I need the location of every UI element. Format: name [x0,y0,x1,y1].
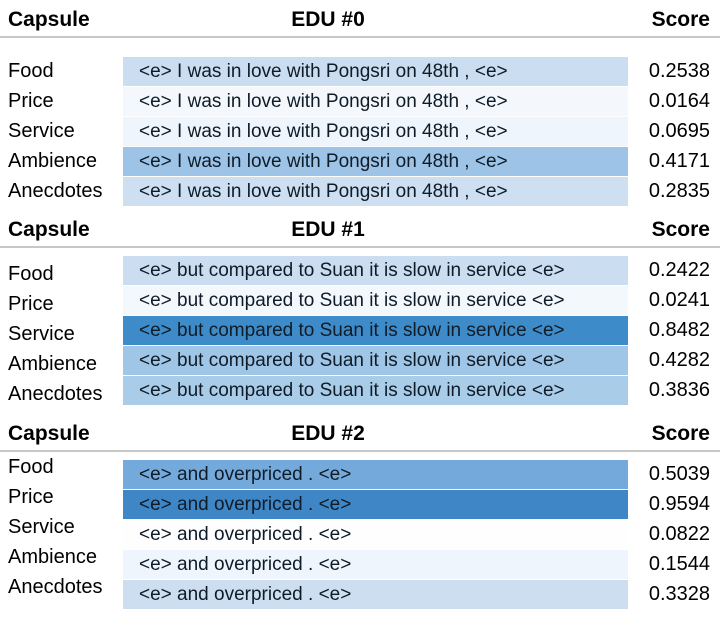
edu-section-0: Capsule EDU #0 Score Food <e> I was in l… [0,6,720,206]
table-row: Anecdotes <e> and overpriced . <e> 0.332… [0,576,720,609]
edu-text-highlight: <e> and overpriced . <e> [123,580,628,609]
table-row: Service <e> but compared to Suan it is s… [0,316,720,345]
capsule-label: Price [8,486,54,508]
edu-text-highlight: <e> and overpriced . <e> [123,550,628,579]
capsule-label: Ambience [8,150,97,172]
score-value: 0.0164 [648,90,710,112]
score-value: 0.5039 [648,463,710,485]
section-rows: Food <e> I was in love with Pongsri on 4… [0,57,720,206]
capsule-label: Food [8,263,54,285]
capsule-label: Anecdotes [8,383,103,405]
score-value: 0.0695 [648,120,710,142]
edu-text-highlight: <e> but compared to Suan it is slow in s… [123,256,628,285]
capsule-label: Food [8,60,54,82]
section-rows: Food <e> but compared to Suan it is slow… [0,256,720,405]
capsule-label: Anecdotes [8,180,103,202]
edu-text-highlight: <e> but compared to Suan it is slow in s… [123,316,628,345]
section-header: Capsule EDU #1 Score [0,216,720,244]
capsule-label: Food [8,456,54,478]
table-row: Ambience <e> but compared to Suan it is … [0,346,720,375]
capsule-label: Service [8,323,75,345]
capsule-label: Ambience [8,546,97,568]
section-header: Capsule EDU #2 Score [0,420,720,448]
table-row: Ambience <e> and overpriced . <e> 0.1544 [0,546,720,579]
capsule-label: Ambience [8,353,97,375]
score-value: 0.8482 [648,319,710,341]
edu-text-highlight: <e> and overpriced . <e> [123,520,628,549]
header-divider [0,450,720,452]
table-row: Service <e> and overpriced . <e> 0.0822 [0,516,720,549]
score-value: 0.4171 [648,150,710,172]
score-value: 0.0241 [648,289,710,311]
edu-text-highlight: <e> I was in love with Pongsri on 48th ,… [123,147,628,176]
capsule-label: Price [8,293,54,315]
score-value: 0.2835 [648,180,710,202]
score-value: 0.0822 [648,523,710,545]
score-value: 0.2422 [648,259,710,281]
edu-2-header: EDU #2 [291,422,365,445]
header-divider [0,246,720,248]
section-header: Capsule EDU #0 Score [0,6,720,34]
table-row: Service <e> I was in love with Pongsri o… [0,117,720,146]
table-row: Food <e> I was in love with Pongsri on 4… [0,57,720,86]
score-column-header: Score [651,218,710,241]
edu-section-1: Capsule EDU #1 Score Food <e> but compar… [0,216,720,405]
table-row: Food <e> but compared to Suan it is slow… [0,256,720,285]
capsule-column-header: Capsule [8,218,90,241]
edu-text-highlight: <e> and overpriced . <e> [123,460,628,489]
table-row: Food <e> and overpriced . <e> 0.5039 [0,456,720,489]
edu-text-highlight: <e> but compared to Suan it is slow in s… [123,346,628,375]
score-value: 0.3836 [648,379,710,401]
table-row: Ambience <e> I was in love with Pongsri … [0,147,720,176]
edu-text-highlight: <e> and overpriced . <e> [123,490,628,519]
edu-text-highlight: <e> I was in love with Pongsri on 48th ,… [123,87,628,116]
table-row: Price <e> and overpriced . <e> 0.9594 [0,486,720,519]
edu-text-highlight: <e> I was in love with Pongsri on 48th ,… [123,57,628,86]
capsule-label: Anecdotes [8,576,103,598]
score-column-header: Score [651,8,710,31]
header-divider [0,36,720,38]
edu-text-highlight: <e> I was in love with Pongsri on 48th ,… [123,177,628,206]
score-column-header: Score [651,422,710,445]
edu-text-highlight: <e> I was in love with Pongsri on 48th ,… [123,117,628,146]
table-row: Anecdotes <e> I was in love with Pongsri… [0,177,720,206]
section-rows: Food <e> and overpriced . <e> 0.5039 Pri… [0,456,720,609]
capsule-label: Service [8,516,75,538]
capsule-label: Price [8,90,54,112]
score-value: 0.1544 [648,553,710,575]
capsule-column-header: Capsule [8,8,90,31]
edu-section-2: Capsule EDU #2 Score Food <e> and overpr… [0,420,720,609]
table-row: Anecdotes <e> but compared to Suan it is… [0,376,720,405]
score-value: 0.9594 [648,493,710,515]
capsule-column-header: Capsule [8,422,90,445]
edu-0-header: EDU #0 [291,8,365,31]
capsule-label: Service [8,120,75,142]
edu-text-highlight: <e> but compared to Suan it is slow in s… [123,286,628,315]
score-value: 0.3328 [648,583,710,605]
table-row: Price <e> I was in love with Pongsri on … [0,87,720,116]
score-value: 0.2538 [648,60,710,82]
edu-1-header: EDU #1 [291,218,365,241]
score-value: 0.4282 [648,349,710,371]
table-row: Price <e> but compared to Suan it is slo… [0,286,720,315]
edu-text-highlight: <e> but compared to Suan it is slow in s… [123,376,628,405]
